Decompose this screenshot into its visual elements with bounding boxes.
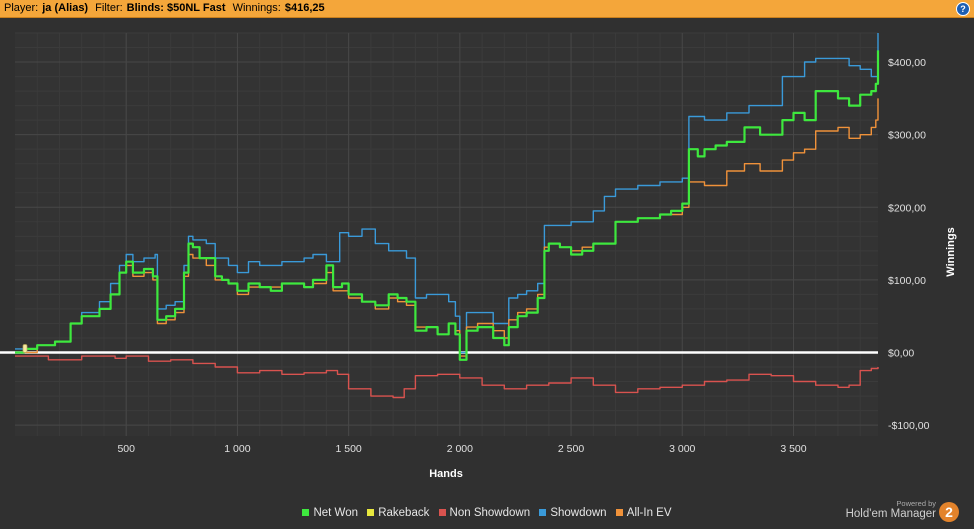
legend-label-net-won: Net Won: [313, 507, 358, 519]
x-tick-label: 1 500: [335, 443, 361, 455]
legend-swatch-all-in-ev: [615, 509, 623, 516]
x-tick-label: 500: [117, 443, 135, 455]
player-label: Player:: [4, 2, 39, 14]
chart-legend: Net Won Rakeback Non Showdown Showdown A…: [0, 507, 974, 525]
filter-label: Filter:: [95, 2, 123, 14]
legend-rakeback[interactable]: Rakeback: [367, 507, 429, 519]
filter-value[interactable]: Blinds: $50NL Fast: [126, 2, 226, 14]
winnings-label: Winnings:: [232, 2, 281, 14]
series-line-net-won: [15, 50, 880, 361]
winnings-value: $416,25: [284, 2, 325, 14]
series-line-showdown: [15, 33, 879, 354]
y-tick-label: $0,00: [888, 347, 914, 359]
winnings-graph: 500 1 000 1 500 2 000 2 500 3 000 3 500 $400,0…: [0, 32, 957, 480]
series-line-non-showdown: [15, 355, 879, 399]
legend-label-non-showdown: Non Showdown: [449, 507, 531, 519]
legend-all-in-ev[interactable]: All-In EV: [615, 507, 672, 519]
player-value[interactable]: ja (Alias): [42, 2, 89, 14]
y-tick-label: $300,00: [888, 130, 926, 142]
grid-major: [0, 33, 878, 436]
series-layer: [15, 33, 880, 399]
legend-net-won[interactable]: Net Won: [302, 507, 358, 519]
x-axis-label: Hands: [429, 468, 463, 480]
filter-bar: Player: ja (Alias) Filter: Blinds: $50NL F…: [0, 0, 974, 18]
y-tick-label: $200,00: [888, 202, 926, 214]
x-tick-label: 3 500: [780, 443, 806, 455]
product-name: Hold'em Manager: [845, 508, 936, 520]
legend-non-showdown[interactable]: Non Showdown: [438, 507, 531, 519]
x-tick-label: 2 500: [558, 443, 584, 455]
y-tick-label: $100,00: [888, 275, 926, 287]
hm2-logo-icon: 2: [939, 502, 959, 522]
legend-swatch-non-showdown: [438, 509, 446, 516]
x-axis-ticks: 500 1 000 1 500 2 000 2 500 3 000 3 500: [117, 443, 806, 455]
y-tick-label: -$100,00: [888, 420, 930, 432]
legend-swatch-net-won: [302, 509, 310, 516]
powered-by-text: Powered by: [896, 499, 936, 508]
legend-swatch-showdown: [539, 509, 547, 516]
y-tick-label: $400,00: [888, 57, 926, 69]
y-axis-label: Winnings: [945, 227, 957, 276]
legend-label-showdown: Showdown: [550, 507, 607, 519]
help-icon[interactable]: ?: [956, 2, 970, 16]
legend-label-all-in-ev: All-In EV: [626, 507, 672, 519]
legend-label-rakeback: Rakeback: [378, 507, 430, 519]
y-axis-ticks: $400,00 $300,00 $200,00 $100,00 $0,00 -$100,0…: [888, 57, 930, 432]
legend-showdown[interactable]: Showdown: [539, 507, 607, 519]
plot-background: [15, 33, 878, 436]
x-tick-label: 3 000: [669, 443, 695, 455]
start-marker: [22, 344, 28, 353]
x-tick-label: 1 000: [224, 443, 250, 455]
x-tick-label: 2 000: [447, 443, 473, 455]
legend-swatch-rakeback: [367, 509, 375, 516]
